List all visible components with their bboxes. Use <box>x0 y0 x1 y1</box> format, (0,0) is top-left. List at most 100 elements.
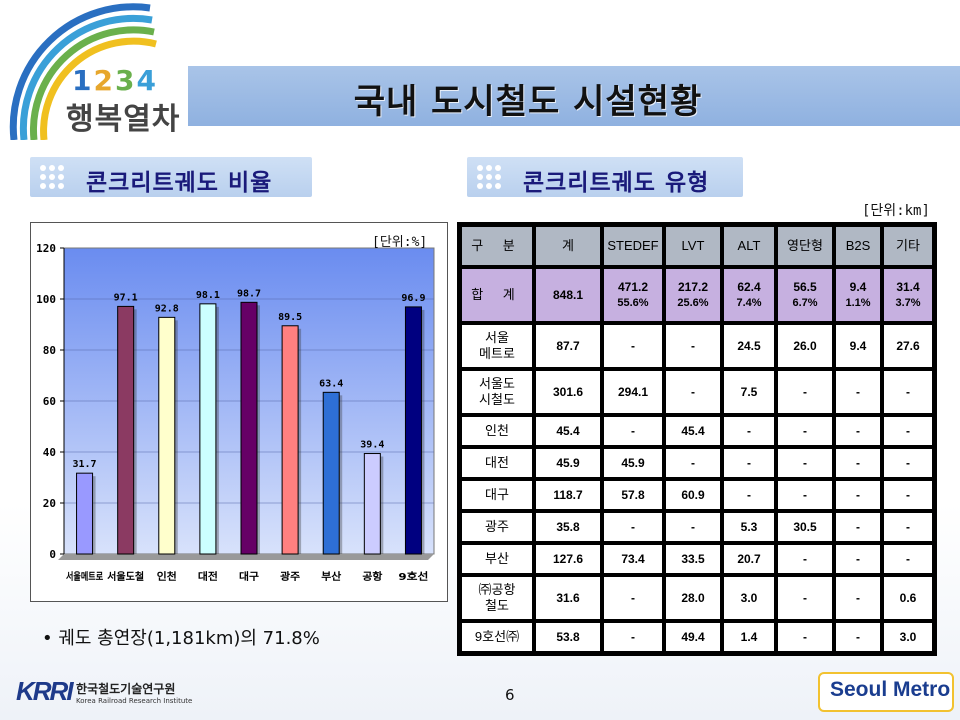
table-cell: 127.6 <box>534 543 602 575</box>
column-header: 구 분 <box>460 225 534 267</box>
row-label-line: 인천 <box>485 423 509 438</box>
table-cell: - <box>776 575 834 621</box>
bar <box>322 391 340 555</box>
facility-table: 구 분 계 STEDEF LVT ALT 영단형 B2S 기타 합 계 848.1 471.2 55.… <box>457 222 937 656</box>
row-label-line: 철도 <box>485 598 509 613</box>
table-header-row: 구 분 계 STEDEF LVT ALT 영단형 B2S 기타 <box>460 225 934 267</box>
table-cell: 217.2 25.6% <box>664 267 722 323</box>
cell-value: 217.2 <box>677 280 709 294</box>
row-label: ㈜공항 철도 <box>460 575 534 621</box>
category-label: 대전 <box>198 570 218 583</box>
decorative-arcs <box>9 3 157 140</box>
table-cell: 45.4 <box>534 415 602 447</box>
cell-value: 471.2 <box>617 280 649 294</box>
table-cell: - <box>834 447 882 479</box>
table-cell: 45.4 <box>664 415 722 447</box>
table-cell: 28.0 <box>664 575 722 621</box>
row-label-line: 대전 <box>485 455 509 470</box>
y-tick-label: 100 <box>36 293 56 306</box>
row-label-line: ㈜공항 <box>478 582 516 597</box>
table-cell: - <box>664 447 722 479</box>
table-cell: - <box>664 511 722 543</box>
table-cell: 471.2 55.6% <box>602 267 664 323</box>
y-tick-label: 0 <box>49 548 56 561</box>
table-row: 대전 45.9 45.9- - - - - <box>460 447 934 479</box>
column-header: ALT <box>722 225 776 267</box>
row-label-line: 9호선㈜ <box>474 629 520 644</box>
bar-chart: 0 20 40 60 80 100 120 31.7 서울메트로 97.1 서울도철 92.8 인천 98… <box>36 242 435 583</box>
table-cell: 30.5 <box>776 511 834 543</box>
cell-value: 62.4 <box>737 280 761 294</box>
logo-numbers: 1234 <box>72 64 158 97</box>
table-cell: - <box>776 369 834 415</box>
table-cell: - <box>882 479 934 511</box>
table-cell: - <box>664 323 722 369</box>
data-label: 98.1 <box>196 290 220 301</box>
row-label: 서울 메트로 <box>460 323 534 369</box>
column-header: LVT <box>664 225 722 267</box>
table-cell: - <box>722 479 776 511</box>
table-cell: - <box>602 415 664 447</box>
data-label: 98.7 <box>237 288 261 299</box>
column-header: 기타 <box>882 225 934 267</box>
cell-percent: 7.4% <box>736 297 762 309</box>
y-tick-label: 60 <box>43 395 56 408</box>
table-cell: 56.5 6.7% <box>776 267 834 323</box>
category-label: 부산 <box>321 570 342 583</box>
cell-value: 56.5 <box>793 280 817 294</box>
bar <box>76 472 94 555</box>
table-cell: 5.3 <box>722 511 776 543</box>
table-unit: [단위:km] <box>862 203 930 219</box>
cell-value: 848.1 <box>552 288 584 302</box>
category-label: 인천 <box>157 570 177 583</box>
table-cell: - <box>882 543 934 575</box>
category-label: 9호선 <box>398 570 428 583</box>
row-label-line: 서울도 <box>479 376 515 391</box>
row-label: 부산 <box>460 543 534 575</box>
table-cell: 62.4 7.4% <box>722 267 776 323</box>
plot-floor <box>58 554 434 560</box>
table-cell: - <box>882 415 934 447</box>
table-cell: 26.0 <box>776 323 834 369</box>
row-label: 인천 <box>460 415 534 447</box>
table-cell: - <box>722 447 776 479</box>
table-cell: - <box>776 447 834 479</box>
category-label: 서울메트로 <box>66 570 103 583</box>
table-cell: - <box>834 543 882 575</box>
row-label-line: 광주 <box>485 519 509 534</box>
section-header-type: 콘크리트궤도 유형 <box>467 157 743 197</box>
row-label: 서울도 시철도 <box>460 369 534 415</box>
seoul-metro-text: Seoul Metro <box>830 678 951 701</box>
table-cell: 33.5 <box>664 543 722 575</box>
title-band <box>188 66 960 126</box>
cell-percent: 6.7% <box>792 297 818 309</box>
table-row: 광주 35.8- -5.3 30.5- - <box>460 511 934 543</box>
table-row: ㈜공항 철도 31.6-28.0 3.0- -0.6 <box>460 575 934 621</box>
cell-value: 9.4 <box>849 280 867 294</box>
table-cell: - <box>834 511 882 543</box>
table-cell: 118.7 <box>534 479 602 511</box>
table-cell: 301.6 <box>534 369 602 415</box>
table-cell: - <box>776 415 834 447</box>
data-label: 96.9 <box>401 293 425 304</box>
row-label: 9호선㈜ <box>460 621 534 653</box>
section-title: 콘크리트궤도 유형 <box>523 170 710 196</box>
table-cell: 848.1 <box>534 267 602 323</box>
table-cell: - <box>834 369 882 415</box>
table-row: 인천 45.4-45.4- - - - <box>460 415 934 447</box>
table-cell: 53.8 <box>534 621 602 653</box>
data-label: 39.4 <box>360 440 384 451</box>
table-cell: - <box>664 369 722 415</box>
y-tick-label: 80 <box>43 344 56 357</box>
data-label: 63.4 <box>319 378 343 389</box>
page-title: 국내 도시철도 시설현황 <box>353 82 703 122</box>
table-row: 서울 메트로 87.7- -24.5 26.0 9.4 27.6 <box>460 323 934 369</box>
table-cell: - <box>602 575 664 621</box>
table-row: 대구 118.7 57.8 60.9- - - - <box>460 479 934 511</box>
table-cell: - <box>602 511 664 543</box>
y-tick-label: 120 <box>36 242 56 255</box>
data-label: 89.5 <box>278 312 302 323</box>
row-label-line: 메트로 <box>479 346 515 361</box>
row-label-line: 시철도 <box>479 392 515 407</box>
section-title: 콘크리트궤도 비율 <box>86 170 273 196</box>
